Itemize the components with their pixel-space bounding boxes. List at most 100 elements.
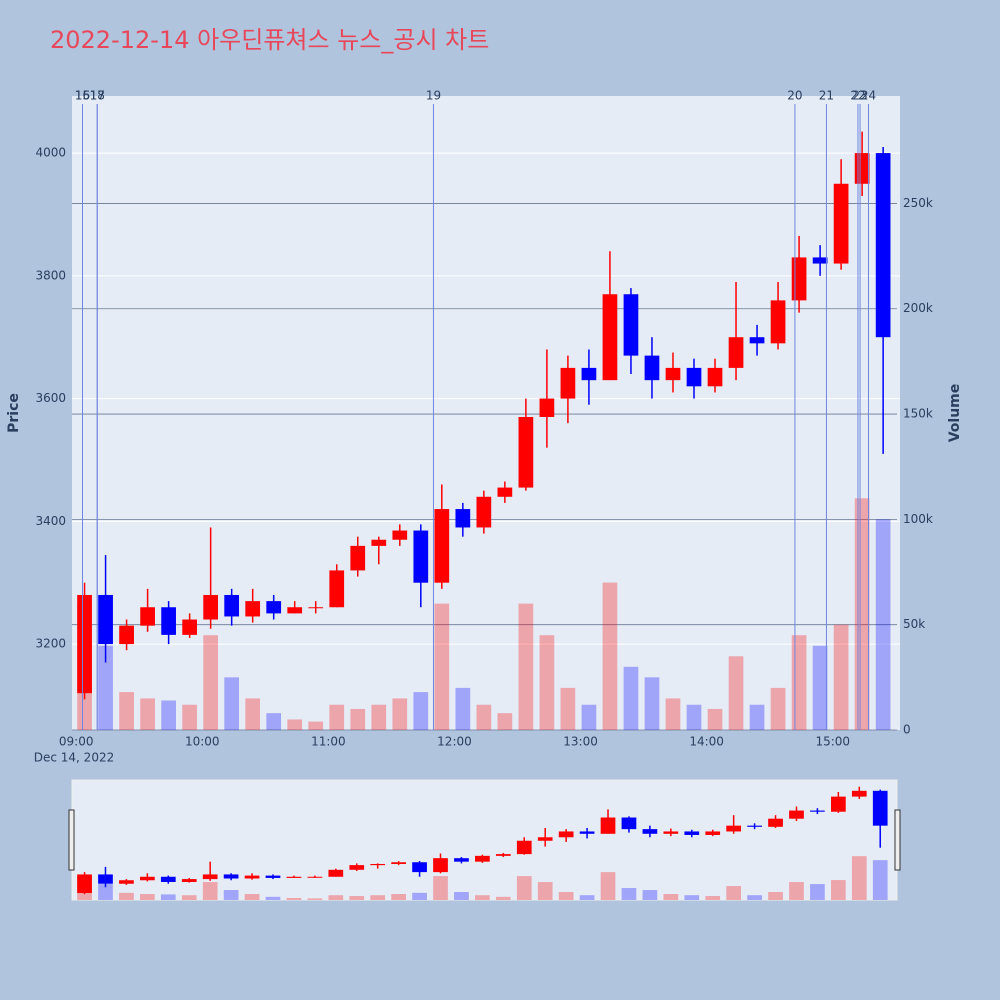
rangeslider-volume-bar xyxy=(495,896,511,900)
news-marker-label: 22 xyxy=(850,89,865,103)
rangeslider-candle-body xyxy=(768,818,783,827)
rangeslider-candle-body xyxy=(328,869,344,877)
candle-body xyxy=(203,594,219,620)
rangeslider-volume-bar xyxy=(851,856,867,900)
volume-bar xyxy=(875,519,891,730)
rangeslider-candle-body xyxy=(244,875,260,879)
volume-bar xyxy=(770,687,786,730)
rangeslider-candle-body xyxy=(663,831,679,834)
volume-bar xyxy=(392,698,408,730)
rangeslider-candle-body xyxy=(202,874,218,880)
rangeslider-volume-bar xyxy=(663,894,679,900)
news-marker-label: 18 xyxy=(90,89,105,103)
x-tick-label: 13:00 xyxy=(563,735,598,749)
rangeslider-candle-body xyxy=(872,790,888,826)
rangeslider-candle-body xyxy=(286,876,302,878)
volume-bar xyxy=(518,603,534,730)
candle-body xyxy=(728,337,744,368)
rangeslider-volume-bar xyxy=(872,860,888,900)
rangeslider-candle-body xyxy=(412,862,427,873)
candle-body xyxy=(665,367,681,381)
rangeslider-volume-bar xyxy=(412,892,427,900)
rangeslider-volume-bar xyxy=(223,890,239,900)
rangeslider-volume-bar xyxy=(119,892,134,900)
candle-body xyxy=(812,257,828,264)
rangeslider-volume-bar xyxy=(747,895,762,900)
volume-bar xyxy=(119,692,134,730)
rangeslider-candle-body xyxy=(454,858,469,862)
volume-bar xyxy=(686,704,702,730)
news-marker-label: 20 xyxy=(787,89,802,103)
x-tick-label: 14:00 xyxy=(689,735,724,749)
rangeslider-candle-body xyxy=(265,875,281,878)
rangeslider-candle-body xyxy=(140,876,155,881)
rangeslider-candle-body xyxy=(181,879,197,882)
rangeslider-candle-body xyxy=(433,858,448,873)
candle-body xyxy=(707,367,723,387)
candle-body xyxy=(371,539,387,546)
rangeslider-volume-bar xyxy=(768,892,783,900)
volume-bar xyxy=(203,635,219,730)
news-marker-label: 24 xyxy=(861,89,876,103)
x-tick-label: 10:00 xyxy=(185,735,220,749)
rangeslider-volume-bar xyxy=(558,892,574,900)
rangeslider-volume-bar xyxy=(433,876,448,900)
volume-bar xyxy=(497,713,513,730)
y2-tick-label: 250k xyxy=(903,196,933,210)
candle-body xyxy=(749,337,765,344)
chart-title: 2022-12-14 아우딘퓨쳐스 뉴스_공시 차트 xyxy=(50,26,489,54)
y-tick-label: 3400 xyxy=(35,514,66,528)
candle-body xyxy=(182,619,197,635)
candle-body xyxy=(455,509,471,528)
candle-body xyxy=(434,509,450,583)
rangeslider-candle-body xyxy=(516,840,532,855)
rangeslider-volume-bar xyxy=(160,894,176,900)
candle-body xyxy=(161,607,176,635)
rangeslider-volume-bar xyxy=(516,876,532,900)
candle-body xyxy=(350,545,366,571)
volume-bar xyxy=(791,635,807,730)
news-marker-label: 19 xyxy=(426,89,441,103)
candle-body xyxy=(791,257,807,301)
candle-body xyxy=(413,530,429,583)
news-marker-label: 23 xyxy=(852,89,867,103)
y2-tick-label: 150k xyxy=(903,407,933,421)
news-marker-label: 21 xyxy=(819,89,834,103)
volume-bar xyxy=(413,692,429,730)
volume-bar xyxy=(854,498,870,730)
candle-body xyxy=(497,487,513,497)
volume-bar xyxy=(266,713,282,730)
rangeslider-candle-body xyxy=(705,831,721,835)
rangeslider-volume-bar xyxy=(244,894,260,900)
rangeslider-candle-body xyxy=(726,825,742,832)
rangeslider-volume-bar xyxy=(202,882,218,900)
rangeslider-candle-body xyxy=(98,874,113,884)
y-tick-label: 3800 xyxy=(35,268,66,282)
rangeslider-volume-bar xyxy=(642,890,658,900)
volume-bar xyxy=(581,704,597,730)
rangeslider-candle-body xyxy=(119,880,134,884)
y-tick-label: 4000 xyxy=(35,146,66,160)
rangeslider-volume-bar xyxy=(705,896,721,900)
rangeslider-volume-bar xyxy=(391,894,406,900)
x-date-label: Dec 14, 2022 xyxy=(34,751,114,765)
news-marker-label: 16 xyxy=(75,89,90,103)
rangeslider-volume-bar xyxy=(454,892,469,900)
rangeslider-volume-bar xyxy=(684,895,700,900)
rangeslider-candle-body xyxy=(391,862,406,864)
volume-bar xyxy=(749,704,765,730)
volume-bar xyxy=(140,698,155,730)
candle-body xyxy=(329,570,345,608)
rangeslider-handle[interactable] xyxy=(894,809,901,871)
volume-bar xyxy=(602,582,618,730)
rangeslider-volume-bar xyxy=(830,880,846,900)
volume-bar xyxy=(245,698,261,730)
rangeslider-handle[interactable] xyxy=(68,809,75,871)
volume-bar xyxy=(98,645,113,730)
rangeslider-volume-bar xyxy=(98,884,113,900)
rangeslider-candle-body xyxy=(558,831,574,838)
candle-body xyxy=(644,355,660,381)
volume-bar xyxy=(644,677,660,730)
rangeslider-candle-body xyxy=(851,790,867,797)
candle-body xyxy=(140,607,155,626)
